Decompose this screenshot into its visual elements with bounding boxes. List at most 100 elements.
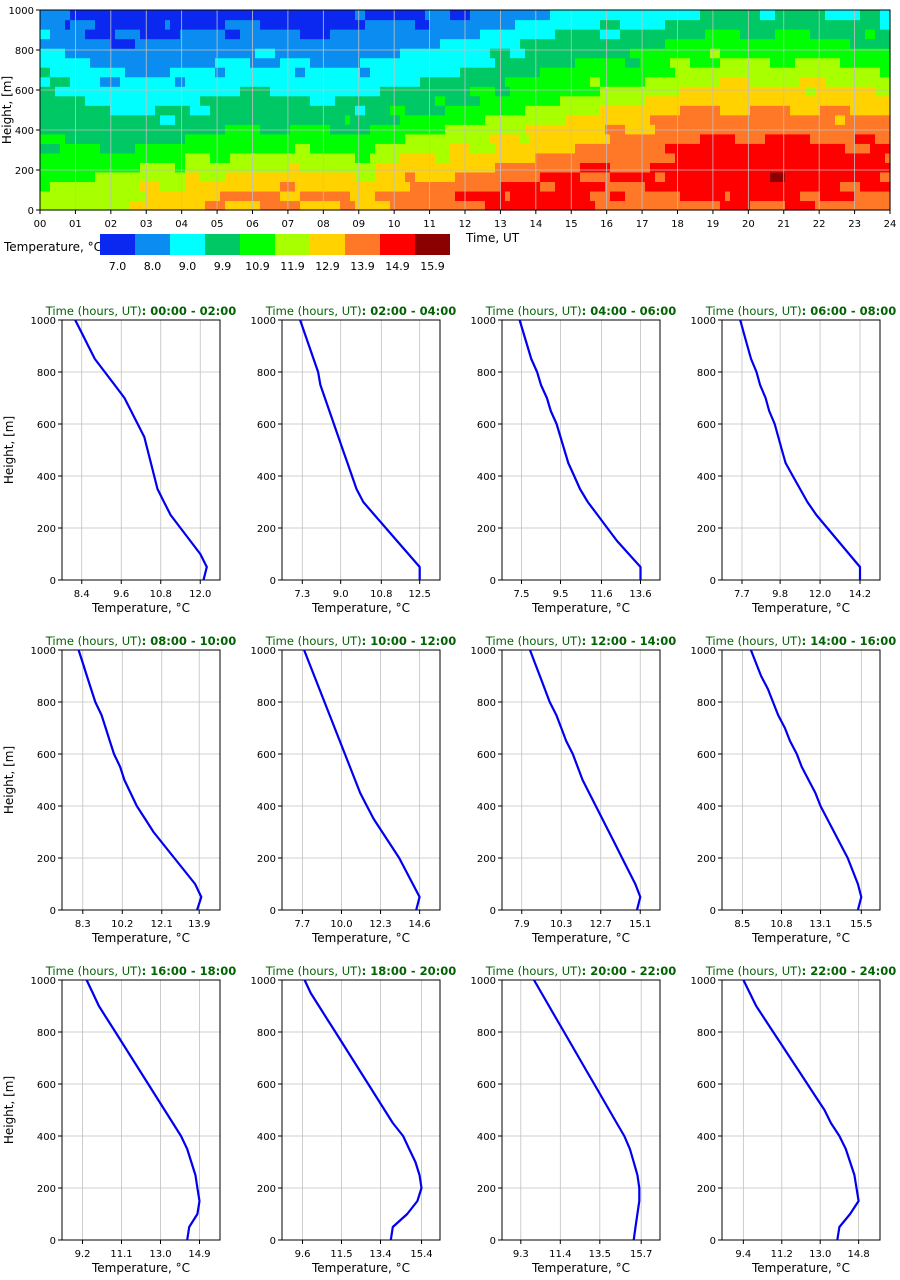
heatmap-cell xyxy=(885,133,891,144)
heatmap-cell xyxy=(520,67,526,78)
heatmap-cell xyxy=(60,48,66,59)
heatmap-cell xyxy=(400,19,406,30)
heatmap-cell xyxy=(785,67,791,78)
heatmap-cell xyxy=(240,10,246,21)
heatmap-cell xyxy=(235,10,241,21)
heatmap-cell xyxy=(680,124,686,135)
y-tick-label: 600 xyxy=(477,420,496,431)
y-tick-label: 800 xyxy=(257,698,276,709)
heatmap-cell xyxy=(70,124,76,135)
heatmap-cell xyxy=(325,48,331,59)
heatmap-cell xyxy=(315,67,321,78)
heatmap-cell xyxy=(390,143,396,154)
heatmap-cell xyxy=(260,152,266,163)
heatmap-cell xyxy=(530,114,536,125)
heatmap-cell xyxy=(195,200,201,211)
heatmap-cell xyxy=(750,152,756,163)
heatmap-cell xyxy=(415,200,421,211)
heatmap-cell xyxy=(180,181,186,192)
heatmap-cell xyxy=(785,57,791,68)
heatmap-cell xyxy=(630,152,636,163)
heatmap-cell xyxy=(145,95,151,106)
heatmap-cell xyxy=(510,67,516,78)
heatmap-cell xyxy=(170,105,176,116)
heatmap-cell xyxy=(280,181,286,192)
heatmap-cell xyxy=(835,162,841,173)
heatmap-cell xyxy=(200,200,206,211)
heatmap-cell xyxy=(100,67,106,78)
heatmap-cell xyxy=(625,171,631,183)
heatmap-cell xyxy=(805,124,811,135)
heatmap-cell xyxy=(860,57,866,68)
heatmap-cell xyxy=(815,152,821,163)
x-axis-label: Temperature, °C xyxy=(531,1261,630,1275)
heatmap-cell xyxy=(870,162,876,173)
heatmap-cell xyxy=(560,152,566,163)
heatmap-cell xyxy=(485,152,491,163)
heatmap-cell xyxy=(230,76,236,87)
heatmap-cell xyxy=(315,48,321,59)
heatmap-cell xyxy=(495,105,501,116)
heatmap-cell xyxy=(700,105,706,116)
heatmap-cell xyxy=(390,152,396,163)
heatmap-cell xyxy=(465,29,471,40)
heatmap-cell xyxy=(455,76,461,87)
x-tick-label: 7.5 xyxy=(514,589,530,600)
heatmap-cell xyxy=(80,114,86,125)
heatmap-cell xyxy=(70,152,76,163)
heatmap-cell xyxy=(145,29,151,40)
heatmap-cell xyxy=(270,86,276,97)
heatmap-cell xyxy=(70,19,76,30)
heatmap-cell xyxy=(255,143,261,154)
heatmap-cell xyxy=(355,133,361,144)
heatmap-cell xyxy=(135,86,141,97)
heatmap-cell xyxy=(630,171,636,183)
heatmap-cell xyxy=(650,181,656,192)
heatmap-cell xyxy=(410,171,416,183)
heatmap-cell xyxy=(865,152,871,163)
heatmap-cell xyxy=(345,181,351,192)
heatmap-cell xyxy=(85,19,91,30)
heatmap-cell xyxy=(520,133,526,144)
heatmap-cell xyxy=(570,190,576,202)
heatmap-cell xyxy=(225,124,231,135)
heatmap-cell xyxy=(350,133,356,144)
heatmap-cell xyxy=(85,105,91,116)
heatmap-cell xyxy=(430,95,436,106)
y-tick-label: 0 xyxy=(270,906,276,917)
heatmap-cell xyxy=(760,114,766,125)
heatmap-cell xyxy=(495,95,501,106)
heatmap-cell xyxy=(650,124,656,135)
heatmap-cell xyxy=(130,200,136,211)
heatmap-cell xyxy=(495,114,501,125)
heatmap-cell xyxy=(565,190,571,202)
heatmap-cell xyxy=(165,19,171,30)
heatmap-cell xyxy=(240,171,246,183)
heatmap-cell xyxy=(840,181,846,192)
heatmap-cell xyxy=(880,152,886,163)
heatmap-cell xyxy=(130,181,136,192)
heatmap-cell xyxy=(650,143,656,154)
heatmap-cell xyxy=(190,124,196,135)
heatmap-cell xyxy=(785,19,791,30)
heatmap-cell xyxy=(415,124,421,135)
heatmap-cell xyxy=(845,67,851,78)
heatmap-cell xyxy=(165,181,171,192)
heatmap-cell xyxy=(615,86,621,97)
heatmap-cell xyxy=(75,57,81,68)
heatmap-cell xyxy=(315,200,321,211)
heatmap-cell xyxy=(690,143,696,154)
heatmap-cell xyxy=(175,143,181,154)
heatmap-cell xyxy=(100,76,106,87)
heatmap-cell xyxy=(100,143,106,154)
heatmap-cell xyxy=(730,105,736,116)
heatmap-cell xyxy=(790,38,796,49)
heatmap-cell xyxy=(695,171,701,183)
temperature-profile-line xyxy=(528,649,642,911)
heatmap-cell xyxy=(325,19,331,30)
heatmap-cell xyxy=(340,143,346,154)
heatmap-cell xyxy=(585,29,591,40)
heatmap-cell xyxy=(800,67,806,78)
heatmap-cell xyxy=(580,29,586,40)
heatmap-cell xyxy=(850,181,856,192)
